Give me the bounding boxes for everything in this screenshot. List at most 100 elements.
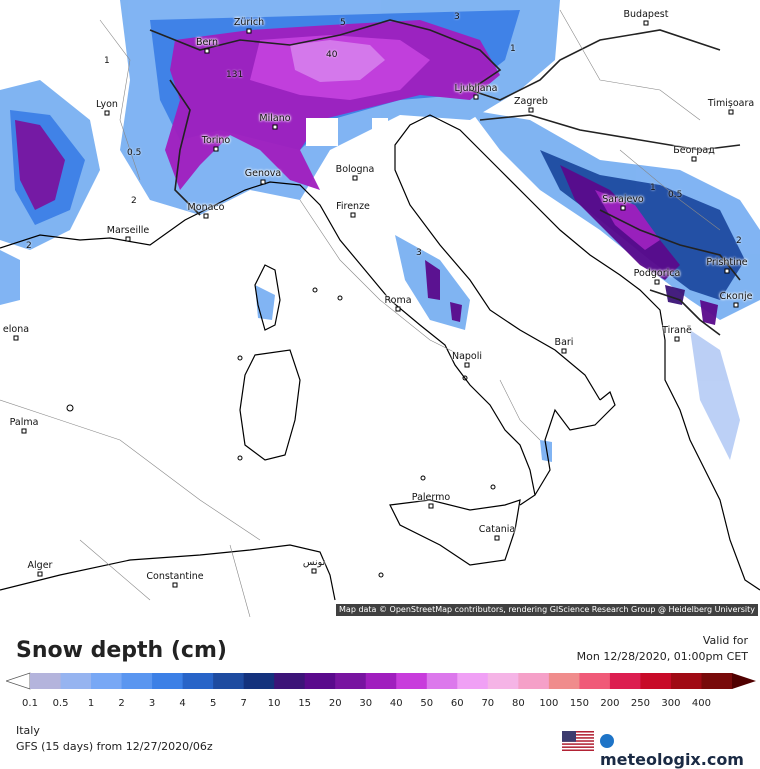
contour-value-label: 1 bbox=[650, 183, 656, 193]
city-marker bbox=[528, 107, 534, 113]
scale-color-swatch bbox=[121, 673, 153, 689]
scale-color-swatch bbox=[457, 673, 489, 689]
city-label: Firenze bbox=[336, 201, 370, 212]
scale-color-swatch bbox=[548, 673, 580, 689]
city-label: elona bbox=[2, 324, 30, 335]
scale-tick-label: 150 bbox=[569, 698, 589, 709]
scale-color-swatch bbox=[335, 673, 367, 689]
city-label: Napoli bbox=[451, 351, 483, 362]
city-label: Palma bbox=[9, 417, 39, 428]
city-marker bbox=[561, 348, 567, 354]
city-label: Zagreb bbox=[514, 96, 548, 107]
city-label: Lyon bbox=[96, 99, 118, 110]
city-marker bbox=[620, 205, 626, 211]
color-scale-labels: 0.1 0.5 1 2 3 4 5 7 10 15 20 30 40 50 60 70 80 100 150 200 2… bbox=[0, 698, 760, 712]
city-marker bbox=[464, 362, 470, 368]
meteologix-logo-icon bbox=[600, 734, 614, 748]
scale-color-swatch bbox=[304, 673, 336, 689]
region-label: Italy bbox=[16, 724, 40, 737]
scale-color-swatch bbox=[518, 673, 550, 689]
scale-tick-label: 400 bbox=[691, 698, 712, 709]
city-marker bbox=[691, 156, 697, 162]
city-marker bbox=[350, 212, 356, 218]
city-label: Bologna bbox=[335, 164, 375, 175]
city-label: Bari bbox=[554, 337, 574, 348]
scale-color-swatch bbox=[182, 673, 214, 689]
scale-color-swatch bbox=[30, 673, 62, 689]
city-label: Palermo bbox=[411, 492, 451, 503]
scale-tick-label: 80 bbox=[511, 698, 525, 709]
city-label: تونس bbox=[302, 557, 326, 568]
scale-tick-label: 100 bbox=[539, 698, 559, 709]
city-marker bbox=[104, 110, 110, 116]
city-label: Monaco bbox=[187, 202, 225, 213]
brand-logo[interactable]: meteologix.com bbox=[600, 731, 760, 769]
color-scale-bar bbox=[6, 672, 756, 690]
contour-value-label: 2 bbox=[736, 236, 742, 246]
scale-color-swatch bbox=[396, 673, 428, 689]
contour-value-label: 5 bbox=[340, 18, 346, 28]
scale-tick-label: 3 bbox=[148, 698, 156, 709]
city-marker bbox=[246, 28, 252, 34]
contour-value-label: 2 bbox=[26, 241, 32, 251]
city-marker bbox=[494, 535, 500, 541]
scale-tick-label: 50 bbox=[420, 698, 434, 709]
city-marker bbox=[213, 146, 219, 152]
contour-value-label: 1 bbox=[510, 44, 516, 54]
scale-tick-label: 250 bbox=[630, 698, 650, 709]
contour-value-label: 0.5 bbox=[127, 148, 142, 158]
city-marker bbox=[311, 568, 317, 574]
city-label: Milano bbox=[259, 113, 291, 124]
scale-color-swatch bbox=[365, 673, 397, 689]
scale-tick-label: 40 bbox=[389, 698, 403, 709]
scale-tick-label: 60 bbox=[450, 698, 464, 709]
city-label: Bern bbox=[195, 37, 219, 48]
scale-color-swatch bbox=[213, 673, 245, 689]
city-marker bbox=[654, 279, 660, 285]
city-marker bbox=[728, 109, 734, 115]
scale-tick-label: 30 bbox=[359, 698, 373, 709]
city-marker bbox=[172, 582, 178, 588]
contour-value-label: 40 bbox=[326, 50, 338, 60]
valid-time: Mon 12/28/2020, 01:00pm CET bbox=[576, 650, 748, 663]
snow-depth-map[interactable] bbox=[0, 0, 760, 617]
city-label: Alger bbox=[27, 560, 53, 571]
city-marker bbox=[733, 302, 739, 308]
contour-value-label: 131 bbox=[226, 70, 244, 80]
scale-color-swatch bbox=[609, 673, 641, 689]
scale-color-swatch bbox=[274, 673, 306, 689]
map-canvas bbox=[0, 0, 760, 617]
scale-min-arrow bbox=[6, 672, 31, 690]
scale-tick-label: 70 bbox=[481, 698, 495, 709]
city-marker bbox=[674, 336, 680, 342]
city-label: Genova bbox=[244, 168, 282, 179]
city-label: Tiranë bbox=[662, 325, 692, 336]
scale-color-swatch bbox=[426, 673, 458, 689]
scale-tick-label: 15 bbox=[298, 698, 312, 709]
city-label: Marseille bbox=[106, 225, 150, 236]
scale-color-swatch bbox=[91, 673, 123, 689]
scale-max-arrow bbox=[732, 673, 756, 689]
city-label: Constantine bbox=[146, 571, 204, 582]
model-run-label: GFS (15 days) from 12/27/2020/06z bbox=[16, 740, 213, 753]
contour-value-label: 2 bbox=[131, 196, 137, 206]
city-marker bbox=[37, 571, 43, 577]
scale-tick-label: 20 bbox=[328, 698, 342, 709]
scale-color-swatch bbox=[487, 673, 519, 689]
scale-color-swatch bbox=[243, 673, 275, 689]
scale-color-swatch bbox=[701, 673, 733, 689]
city-label: Podgorica bbox=[633, 268, 681, 279]
scale-tick-label: 0.1 bbox=[22, 698, 38, 709]
scale-tick-label: 1 bbox=[87, 698, 95, 709]
city-marker bbox=[125, 236, 131, 242]
us-flag-icon[interactable] bbox=[562, 731, 594, 751]
scale-tick-label: 4 bbox=[179, 698, 186, 709]
scale-tick-label: 0.5 bbox=[52, 698, 69, 709]
map-attribution: Map data © OpenStreetMap contributors, r… bbox=[336, 604, 758, 616]
scale-tick-label: 10 bbox=[267, 698, 281, 709]
city-label: Sarajevo bbox=[602, 194, 644, 205]
contour-value-label: 3 bbox=[416, 248, 422, 258]
city-marker bbox=[204, 48, 210, 54]
city-label: Roma bbox=[384, 295, 412, 306]
city-marker bbox=[13, 335, 19, 341]
